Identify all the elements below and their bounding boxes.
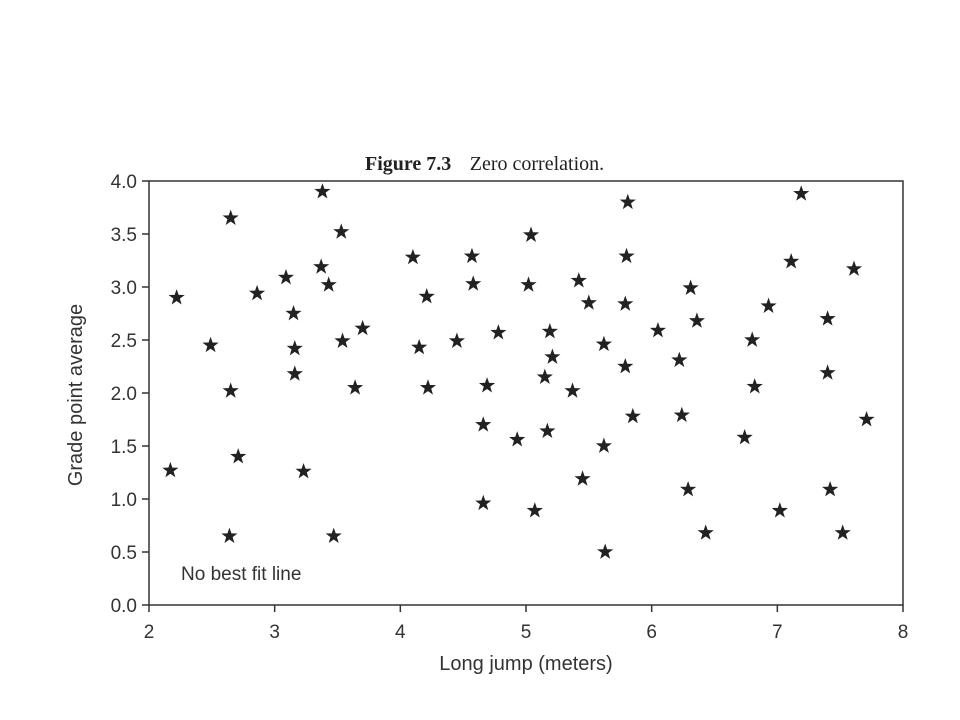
data-points <box>162 183 875 559</box>
plot-frame <box>148 180 904 606</box>
data-point-star <box>520 276 537 292</box>
data-point-star <box>509 431 526 447</box>
data-point-star <box>539 422 556 439</box>
data-point-star <box>845 260 863 276</box>
data-point-star <box>354 319 371 336</box>
figure-caption-text: Zero correlation. <box>470 153 604 175</box>
y-tick-label: 0.5 <box>111 543 137 564</box>
data-point-star <box>404 248 421 265</box>
data-point-star <box>574 470 591 486</box>
y-axis: 0.0 0.5 1.0 1.5 2.0 2.5 3.0 3.5 4.0 <box>111 172 149 617</box>
data-point-star <box>746 378 763 394</box>
data-point-star <box>222 382 239 398</box>
data-point-star <box>570 272 587 288</box>
x-tick-label: 5 <box>521 622 532 643</box>
data-point-star <box>834 524 851 540</box>
data-point-star <box>286 365 303 381</box>
data-point-star <box>858 411 875 427</box>
data-point-star <box>465 275 482 291</box>
data-point-star <box>671 351 688 368</box>
data-point-star <box>522 226 540 242</box>
data-point-star <box>222 209 239 225</box>
x-tick-label: 7 <box>772 622 783 643</box>
data-point-star <box>544 348 561 364</box>
x-axis-title: Long jump (meters) <box>439 653 612 675</box>
y-tick-label: 1.0 <box>111 490 137 511</box>
data-point-star <box>618 247 635 264</box>
data-point-star <box>248 284 266 301</box>
data-point-star <box>333 223 350 239</box>
data-point-star <box>619 193 636 210</box>
y-tick-label: 3.0 <box>111 278 137 299</box>
data-point-star <box>595 335 612 352</box>
data-point-star <box>162 461 179 478</box>
data-point-star <box>230 448 247 464</box>
data-point-star <box>819 310 836 326</box>
data-point-star <box>597 543 614 559</box>
x-tick-label: 8 <box>898 622 909 643</box>
data-point-star <box>314 183 331 199</box>
data-point-star <box>202 336 219 353</box>
data-point-star <box>418 288 435 304</box>
data-point-star <box>819 364 836 380</box>
data-point-star <box>313 258 330 274</box>
x-tick-label: 3 <box>269 622 280 643</box>
data-point-star <box>526 502 543 518</box>
data-point-star <box>536 368 553 384</box>
data-point-star <box>286 339 303 356</box>
data-point-star <box>295 462 312 479</box>
data-point-star <box>347 379 364 395</box>
data-point-star <box>419 379 437 395</box>
data-point-star <box>793 185 810 201</box>
data-point-star <box>411 338 428 355</box>
x-tick-label: 6 <box>646 622 657 643</box>
data-point-star <box>463 247 481 264</box>
annotation-no-best-fit: No best fit line <box>181 564 301 585</box>
x-tick-label: 4 <box>395 622 406 643</box>
data-point-star <box>475 416 492 432</box>
data-point-star <box>736 429 753 445</box>
data-point-star <box>478 377 496 393</box>
data-point-star <box>285 305 302 321</box>
data-point-star <box>334 332 351 348</box>
figure-caption: Figure 7.3 Zero correlation. <box>365 153 604 175</box>
data-point-star <box>682 279 699 295</box>
data-point-star <box>617 358 634 374</box>
data-point-star <box>688 312 705 328</box>
data-point-star <box>624 407 641 424</box>
x-tick-label: 2 <box>144 622 155 643</box>
data-point-star <box>673 406 690 423</box>
figure-number: Figure 7.3 <box>365 153 451 175</box>
data-point-star <box>541 323 558 339</box>
y-tick-label: 2.5 <box>111 331 137 352</box>
y-tick-label: 4.0 <box>111 172 137 193</box>
data-point-star <box>277 268 295 285</box>
y-tick-label: 2.0 <box>111 384 137 405</box>
x-axis: 2 3 4 5 6 7 8 <box>144 605 909 643</box>
y-tick-label: 3.5 <box>111 225 137 246</box>
data-point-star <box>448 332 465 348</box>
data-point-star <box>595 437 612 453</box>
data-point-star <box>649 321 667 338</box>
data-point-star <box>325 527 342 543</box>
y-tick-label: 0.0 <box>111 596 137 617</box>
data-point-star <box>617 295 634 311</box>
data-point-star <box>680 480 697 497</box>
data-point-star <box>475 494 492 511</box>
data-point-star <box>783 253 800 269</box>
data-point-star <box>760 297 777 313</box>
data-point-star <box>490 324 507 340</box>
data-point-star <box>580 294 597 310</box>
data-point-star <box>221 527 238 543</box>
data-point-star <box>744 331 761 347</box>
data-point-star <box>564 382 581 398</box>
y-tick-label: 1.5 <box>111 437 137 458</box>
data-point-star <box>320 276 337 292</box>
data-point-star <box>697 524 714 540</box>
data-point-star <box>168 289 185 305</box>
data-point-star <box>771 502 788 518</box>
y-axis-title: Grade point average <box>65 304 87 486</box>
data-point-star <box>822 480 839 497</box>
